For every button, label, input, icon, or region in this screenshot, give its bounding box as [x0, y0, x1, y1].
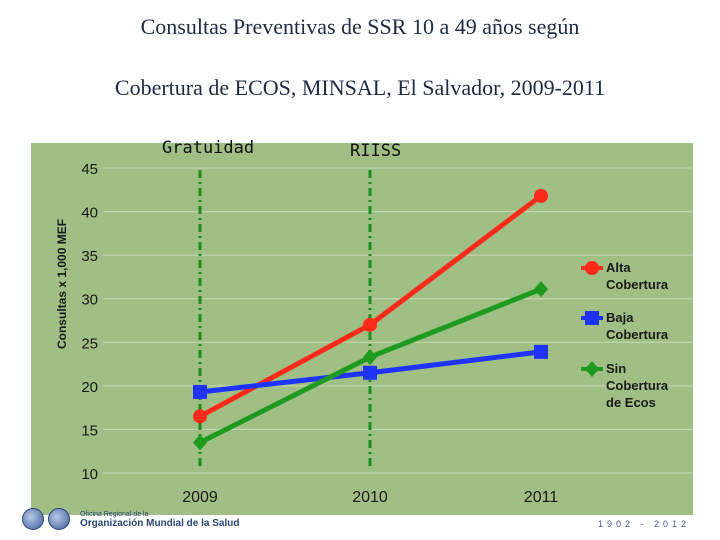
legend-label: Cobertura [606, 327, 669, 342]
x-tick-label: 2011 [524, 489, 559, 506]
legend-swatch-marker [585, 311, 599, 325]
anniversary-years: 1902 - 2012 [598, 519, 691, 529]
y-tick-label: 10 [81, 466, 98, 483]
legend-entry-1: Baja Cobertura [581, 310, 669, 342]
y-axis-label: Consultas x 1,000 MEF [55, 219, 69, 349]
marker-label-gratuidad: Gratuidad [162, 138, 255, 158]
y-tick-label: 45 [81, 161, 98, 178]
paho-logo: Oficina Regional de la Organización Mund… [22, 508, 239, 530]
legend-swatch-marker [585, 261, 599, 275]
data-point [193, 409, 207, 424]
series-group [193, 188, 548, 451]
data-point [193, 434, 207, 451]
x-tick-label: 2009 [182, 489, 218, 506]
data-point [534, 344, 548, 359]
y-tick-label: 40 [81, 205, 98, 222]
data-point [534, 188, 548, 203]
legend-label: Sin [606, 361, 626, 376]
title-line-1: Consultas Preventivas de SSR 10 a 49 año… [140, 14, 580, 39]
legend-label: Alta [606, 260, 631, 275]
data-point [363, 365, 377, 380]
series-2 [193, 281, 548, 451]
title-line-2: Cobertura de ECOS, MINSAL, El Salvador, … [114, 75, 606, 100]
legend-entry-0: Alta Cobertura [581, 260, 669, 292]
x-tick-label: 2010 [352, 489, 388, 506]
x-axis: 2009 2010 2011 [182, 489, 558, 506]
legend-label: de Ecos [606, 395, 656, 410]
y-tick-label: 35 [81, 248, 98, 265]
data-point [193, 384, 207, 399]
org-line-2: Organización Mundial de la Salud [80, 518, 240, 529]
data-point [534, 281, 548, 298]
legend-label: Baja [606, 310, 634, 325]
series-1 [193, 344, 548, 399]
legend-entry-2: Sin Cobertura de Ecos [581, 361, 669, 410]
marker-label-riiss: RIISS [350, 141, 402, 161]
legend-label: Cobertura [606, 277, 669, 292]
y-tick-label: 25 [81, 335, 98, 352]
y-tick-label: 20 [81, 379, 98, 396]
data-point [363, 317, 377, 332]
y-axis: 10 15 20 25 30 35 40 45 [81, 161, 98, 483]
legend: Alta Cobertura Baja Cobertura Sin Cobertura de… [581, 260, 669, 410]
org-name: Oficina Regional de la Organización Mund… [80, 510, 240, 529]
y-tick-label: 30 [81, 292, 98, 309]
y-tick-label: 15 [81, 422, 98, 439]
org-line-1: Oficina Regional de la [80, 511, 149, 518]
legend-swatch-marker [585, 361, 599, 377]
data-point [363, 349, 377, 366]
who-emblem-icon [48, 508, 70, 530]
legend-label: Cobertura [606, 378, 669, 393]
globe-icon [22, 508, 44, 530]
